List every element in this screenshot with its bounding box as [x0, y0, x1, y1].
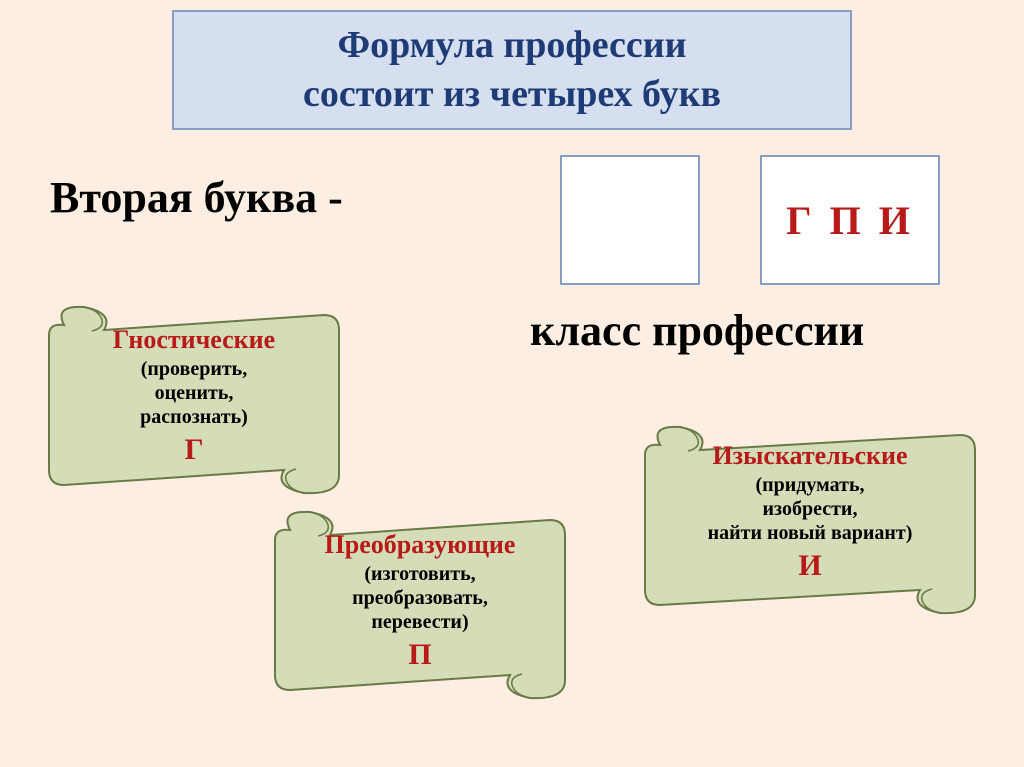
scroll-transforming: Преобразующие (изготовить, преобразовать… [270, 500, 570, 710]
class-label: класс профессии [530, 305, 864, 356]
scroll-line: оценить, [54, 381, 334, 405]
scroll-lines: (придумать, изобрести, найти новый вариа… [650, 473, 970, 545]
scroll-line: распознать) [54, 405, 334, 429]
scroll-line: преобразовать, [280, 586, 560, 610]
scroll-letter: П [280, 638, 560, 672]
scroll-line: (изготовить, [280, 562, 560, 586]
scroll-title: Изыскательские [650, 441, 970, 471]
scroll-gnostic: Гностические (проверить, оценить, распоз… [44, 295, 344, 505]
scroll-title: Гностические [54, 325, 334, 355]
scroll-content: Преобразующие (изготовить, преобразовать… [280, 530, 560, 672]
letters-box: Г П И [760, 155, 940, 285]
scroll-content: Гностические (проверить, оценить, распоз… [54, 325, 334, 467]
scroll-line: (придумать, [650, 473, 970, 497]
scroll-line: перевести) [280, 610, 560, 634]
scroll-title: Преобразующие [280, 530, 560, 560]
scroll-content: Изыскательские (придумать, изобрести, на… [650, 441, 970, 583]
title-line1: Формула профессии [337, 21, 686, 70]
subtitle: Вторая буква - [50, 172, 343, 223]
empty-box [560, 155, 700, 285]
scroll-lines: (изготовить, преобразовать, перевести) [280, 562, 560, 634]
title-box: Формула профессии состоит из четырех бук… [172, 10, 852, 130]
scroll-letter: Г [54, 433, 334, 467]
title-line2: состоит из четырех букв [303, 70, 721, 119]
scroll-line: (проверить, [54, 357, 334, 381]
scroll-lines: (проверить, оценить, распознать) [54, 357, 334, 429]
scroll-exploratory: Изыскательские (придумать, изобрести, на… [640, 415, 980, 625]
scroll-letter: И [650, 549, 970, 583]
scroll-line: изобрести, [650, 497, 970, 521]
scroll-line: найти новый вариант) [650, 521, 970, 545]
